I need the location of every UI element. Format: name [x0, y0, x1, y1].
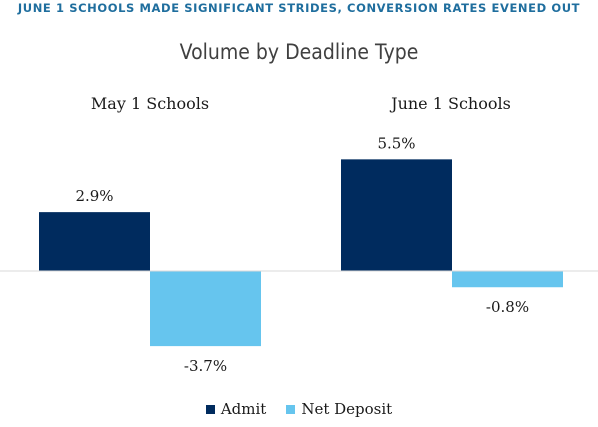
- bar-admit-may-1: [39, 212, 150, 271]
- legend-item-admit: Admit: [205, 400, 267, 418]
- data-label-admit-june-1: 5.5%: [377, 134, 415, 152]
- legend: Admit Net Deposit: [0, 400, 598, 418]
- data-label-admit-may-1: 2.9%: [75, 187, 113, 205]
- category-label-june-1: June 1 Schools: [389, 94, 511, 113]
- banner-headline: JUNE 1 SCHOOLS MADE SIGNIFICANT STRIDES,…: [17, 1, 581, 15]
- legend-label-admit: Admit: [220, 400, 267, 418]
- data-label-net-deposit-june-1: -0.8%: [486, 298, 529, 316]
- bar-admit-june-1: [341, 159, 452, 271]
- chart-title: Volume by Deadline Type: [179, 40, 419, 64]
- data-label-net-deposit-may-1: -3.7%: [184, 357, 227, 375]
- legend-swatch-admit: [205, 404, 215, 414]
- bar-net-deposit-june-1: [452, 271, 563, 288]
- category-label-may-1: May 1 Schools: [91, 94, 209, 113]
- legend-label-net-deposit: Net Deposit: [301, 400, 393, 418]
- legend-swatch-net-deposit: [286, 404, 296, 414]
- legend-item-net-deposit: Net Deposit: [286, 400, 392, 418]
- bars-group: 2.9% 5.5% -3.7% -0.8%: [39, 134, 563, 375]
- bar-net-deposit-may-1: [150, 271, 261, 347]
